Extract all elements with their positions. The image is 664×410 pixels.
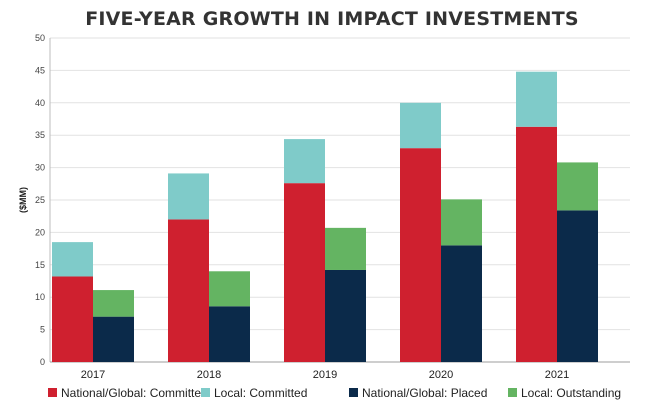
x-tick-label: 2018 bbox=[197, 369, 221, 381]
y-tick-label: 40 bbox=[35, 98, 45, 108]
x-tick-label: 2021 bbox=[545, 369, 569, 381]
bar-national-global-committed bbox=[516, 126, 557, 362]
bar-national-global-committed bbox=[52, 276, 93, 362]
bar-national-global-placed bbox=[209, 306, 250, 362]
bar-national-global-committed bbox=[284, 183, 325, 362]
y-tick-label: 30 bbox=[35, 163, 45, 173]
legend-label-local-outstanding: Local: Outstanding bbox=[521, 386, 621, 400]
chart-title: FIVE-YEAR GROWTH IN IMPACT INVESTMENTS bbox=[85, 8, 579, 30]
y-tick-label: 15 bbox=[35, 260, 45, 270]
y-tick-label: 0 bbox=[40, 357, 45, 367]
bar-national-global-placed bbox=[441, 245, 482, 362]
bar-national-global-committed bbox=[168, 219, 209, 362]
bar-local-outstanding bbox=[325, 227, 366, 270]
y-tick-label: 10 bbox=[35, 292, 45, 302]
legend-swatch-national-global-placed bbox=[349, 388, 358, 397]
legend-swatch-national-global-committed bbox=[48, 388, 57, 397]
bar-national-global-committed bbox=[400, 148, 441, 362]
bar-national-global-placed bbox=[325, 269, 366, 362]
bar-local-outstanding bbox=[441, 199, 482, 246]
bar-local-committed bbox=[516, 71, 557, 127]
x-tick-label: 2017 bbox=[81, 369, 105, 381]
y-tick-label: 25 bbox=[35, 195, 45, 205]
y-tick-label: 35 bbox=[35, 130, 45, 140]
x-tick-label: 2019 bbox=[313, 369, 337, 381]
y-tick-label: 20 bbox=[35, 227, 45, 237]
bar-local-committed bbox=[284, 139, 325, 184]
y-axis-label: ($MM) bbox=[18, 187, 28, 213]
bar-local-committed bbox=[400, 102, 441, 149]
bar-national-global-placed bbox=[557, 210, 598, 362]
legend-label-local-committed: Local: Committed bbox=[214, 386, 307, 400]
legend-label-national-global-committed: National/Global: Committed bbox=[61, 386, 208, 400]
y-tick-label: 45 bbox=[35, 65, 45, 75]
x-tick-label: 2020 bbox=[429, 369, 453, 381]
bar-local-outstanding bbox=[93, 290, 134, 317]
y-tick-label: 50 bbox=[35, 33, 45, 43]
bar-local-committed bbox=[168, 173, 209, 220]
legend-swatch-local-committed bbox=[201, 388, 210, 397]
legend-swatch-local-outstanding bbox=[508, 388, 517, 397]
bar-national-global-placed bbox=[93, 316, 134, 362]
y-tick-label: 5 bbox=[40, 325, 45, 335]
bar-local-outstanding bbox=[557, 162, 598, 211]
bar-local-committed bbox=[52, 242, 93, 277]
legend-label-national-global-placed: National/Global: Placed bbox=[362, 386, 487, 400]
bar-local-outstanding bbox=[209, 271, 250, 307]
